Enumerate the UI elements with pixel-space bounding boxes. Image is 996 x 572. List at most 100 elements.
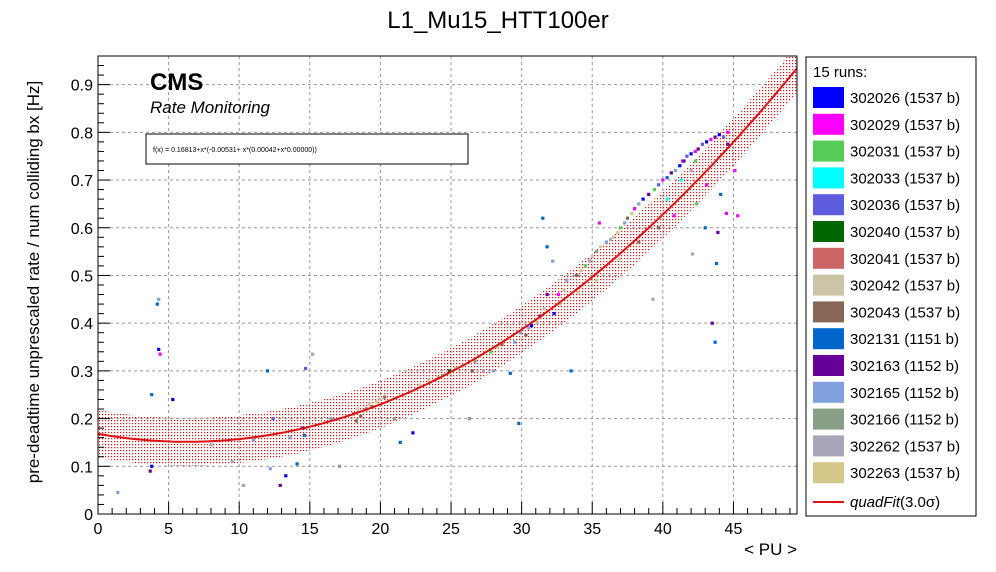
cms-label: CMS: [150, 69, 203, 96]
legend-entry-label: 302042 (1537 b): [850, 278, 960, 295]
data-point: [562, 288, 566, 292]
data-point: [661, 178, 665, 182]
legend-entries: 302026 (1537 b) 302029 (1537 b) 302031 (15…: [813, 87, 960, 484]
data-point: [481, 369, 486, 373]
legend-swatch: [813, 355, 844, 376]
data-point: [508, 371, 512, 375]
data-point: [569, 369, 573, 373]
data-point: [594, 278, 599, 282]
data-point: [652, 188, 656, 192]
fit-formula: f(x) = 0.16813+x*(-0.00531+ x*(0.00042+x…: [153, 147, 317, 154]
data-point: [288, 436, 292, 440]
data-point: [552, 312, 556, 316]
data-point: [616, 230, 620, 235]
data-point: [700, 142, 704, 146]
data-point: [302, 433, 306, 437]
data-point: [724, 211, 728, 215]
data-point: [604, 240, 608, 244]
data-point: [618, 226, 623, 230]
data-point: [710, 321, 714, 325]
data-point: [641, 197, 645, 201]
data-point: [599, 245, 603, 249]
data-point: [150, 393, 154, 397]
data-point: [545, 292, 549, 297]
data-point: [682, 159, 686, 163]
data-point: [689, 168, 693, 173]
data-point: [665, 197, 669, 201]
data-point: [672, 214, 676, 218]
data-point: [709, 137, 713, 142]
data-point: [171, 397, 175, 402]
data-point: [693, 149, 697, 153]
data-point: [148, 469, 152, 473]
data-point: [383, 395, 387, 399]
data-point: [726, 130, 730, 134]
y-axis-ticks: 0 0.1 0.2 0.3 0.4 0.5 0.6 0.7 0.8 0.9: [71, 55, 110, 524]
data-point: [489, 350, 493, 354]
x-tick-label: 15: [301, 521, 319, 538]
y-tick-label: 0.4: [71, 316, 93, 333]
legend: 15 runs: 302026 (1537 b)302029 (1537 b)3…: [805, 56, 977, 517]
data-point: [157, 347, 161, 351]
data-point: [713, 135, 717, 139]
data-point: [157, 297, 161, 301]
data-point: [669, 171, 673, 175]
y-tick-label: 0.9: [71, 78, 93, 95]
data-point: [155, 302, 159, 306]
fit-line: [98, 67, 797, 443]
legend-entry-label: 302262 (1537 b): [850, 438, 960, 455]
legend-swatch: [813, 381, 844, 403]
legend-entry-label: 302041 (1537 b): [850, 251, 960, 268]
legend-entry-label: 302131 (1151 b): [850, 331, 959, 348]
data-point: [736, 214, 740, 218]
legend-swatch: [813, 301, 844, 323]
data-point: [367, 402, 371, 406]
data-point: [398, 440, 402, 444]
data-point: [278, 483, 282, 487]
data-point: [491, 369, 495, 373]
y-tick-label: 0.1: [71, 459, 93, 476]
data-point: [703, 226, 707, 230]
data-point: [576, 290, 580, 294]
data-point: [411, 431, 415, 435]
data-point: [467, 417, 471, 421]
legend-entry-label: 302166 (1152 b): [850, 412, 959, 429]
data-point: [719, 192, 723, 196]
fit-band: [98, 56, 797, 466]
data-point: [473, 359, 477, 363]
data-point: [268, 467, 272, 471]
data-point: [630, 211, 634, 215]
data-point: [529, 324, 534, 328]
data-point: [359, 414, 363, 418]
data-point: [426, 378, 430, 382]
data-point: [651, 297, 655, 301]
data-point: [158, 352, 162, 356]
data-point: [705, 183, 709, 187]
legend-entry-label: 302165 (1152 b): [850, 385, 959, 402]
y-axis-label: pre-deadtime unprescaled rate / num coll…: [24, 81, 43, 484]
y-tick-label: 0.7: [71, 173, 93, 190]
data-point: [527, 326, 531, 330]
data-point: [665, 176, 669, 180]
data-point: [617, 257, 621, 261]
fit-formula-box: [145, 133, 469, 165]
legend-entry-label: 302026 (1537 b): [850, 90, 960, 107]
subtitle-label: Rate Monitoring: [150, 98, 271, 117]
legend-entry-label: 302043 (1537 b): [850, 304, 960, 321]
legend-swatch: [813, 435, 844, 457]
legend-swatch: [813, 328, 844, 350]
legend-swatch: [813, 194, 844, 216]
data-point: [518, 331, 522, 335]
x-axis-label: < PU >: [744, 540, 797, 559]
data-point: [329, 417, 333, 421]
data-point: [597, 221, 601, 225]
data-point: [304, 366, 308, 371]
data-point: [714, 261, 719, 266]
legend-swatch: [813, 140, 844, 162]
data-point: [733, 168, 737, 173]
data-point: [265, 369, 270, 373]
data-point: [611, 235, 615, 239]
x-tick-label: 40: [654, 521, 672, 538]
data-point: [722, 135, 726, 139]
data-point: [685, 154, 689, 158]
